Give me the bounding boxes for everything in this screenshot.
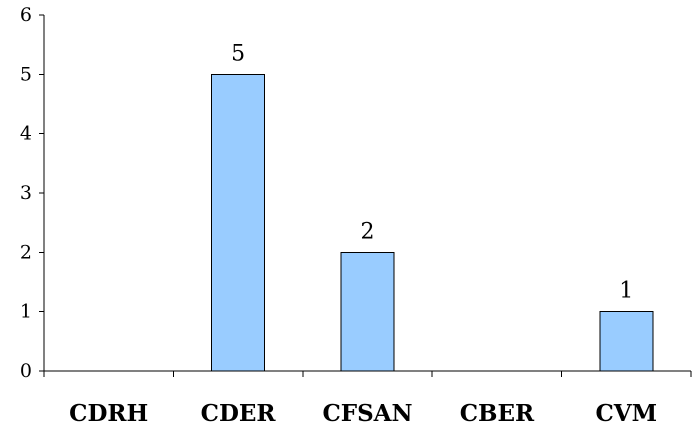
x-tick-label-cfsan: CFSAN <box>322 400 412 427</box>
bars <box>211 73 654 372</box>
bar-cfsan <box>340 251 395 372</box>
y-tick-label: 5 <box>20 63 32 85</box>
x-tick-label-cdrh: CDRH <box>69 400 148 427</box>
y-tick-label: 4 <box>20 123 32 145</box>
bar-cder <box>211 73 266 372</box>
y-tick-label: 1 <box>20 301 32 323</box>
y-axis: 0 1 2 3 4 5 6 <box>20 4 45 382</box>
y-tick-label: 3 <box>20 182 32 204</box>
x-tick-label-cder: CDER <box>201 400 277 427</box>
y-tick-label: 0 <box>20 360 32 382</box>
x-axis: CDRH CDER CFSAN CBER CVM <box>43 370 692 427</box>
data-label-cfsan: 2 <box>361 219 375 244</box>
data-labels: 5 2 1 <box>231 41 633 303</box>
x-tick-label-cvm: CVM <box>595 400 657 427</box>
y-tick-label: 2 <box>20 241 32 263</box>
x-tick-label-cber: CBER <box>460 400 535 427</box>
y-tick-label: 6 <box>20 4 32 26</box>
bar-cvm <box>599 311 654 372</box>
data-label-cder: 5 <box>231 41 245 66</box>
data-label-cvm: 1 <box>619 279 633 304</box>
